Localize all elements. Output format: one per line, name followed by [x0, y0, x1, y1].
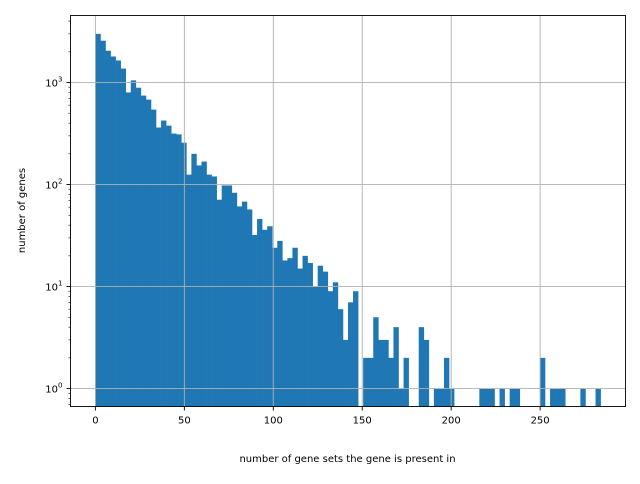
- histogram-bar: [348, 302, 354, 407]
- histogram-bar: [449, 388, 455, 407]
- y-axis-ticks: 100 101 102 103: [45, 20, 71, 405]
- y-tick-label: 101: [45, 280, 62, 294]
- y-tick-label: 103: [45, 76, 62, 90]
- x-tick-label: 200: [442, 416, 461, 427]
- histogram-bar: [150, 109, 157, 407]
- histogram-bar: [383, 339, 389, 407]
- histogram-bar: [342, 339, 349, 407]
- x-tick-label: 150: [353, 416, 372, 427]
- histogram-bar: [363, 357, 369, 407]
- histogram-bar: [186, 174, 192, 407]
- histogram-bar: [337, 309, 344, 407]
- y-axis-label: number of genes: [17, 168, 28, 253]
- histogram-bar: [115, 60, 121, 407]
- histogram-bar: [484, 388, 490, 407]
- histogram-bar: [322, 271, 329, 407]
- histogram-bar: [433, 388, 440, 407]
- histogram-bar: [246, 209, 253, 407]
- histogram-bar: [560, 388, 566, 407]
- histogram-bar: [595, 388, 601, 407]
- histogram-bar: [135, 87, 142, 407]
- histogram-bar: [403, 357, 409, 407]
- histogram-bar: [277, 240, 283, 407]
- histogram-bar: [166, 125, 172, 407]
- histogram-bar: [373, 317, 379, 407]
- histogram-bar: [171, 133, 177, 407]
- histogram-bar: [297, 268, 303, 407]
- histogram-bar: [257, 218, 263, 407]
- histogram-bar: [201, 161, 207, 407]
- histogram-bar: [110, 56, 116, 407]
- histogram-bar: [206, 174, 212, 407]
- x-tick-label: 250: [531, 416, 550, 427]
- histogram-bar: [191, 153, 197, 407]
- histogram-bar: [221, 185, 228, 407]
- x-axis-label: number of gene sets the gene is present …: [239, 454, 455, 465]
- histogram-bar: [231, 192, 238, 407]
- histogram-bar: [438, 388, 445, 407]
- histogram-bar: [211, 176, 217, 407]
- histogram-bar: [398, 388, 404, 407]
- histogram-bar: [378, 339, 384, 407]
- x-tick-label: 0: [92, 416, 98, 427]
- histogram-bar: [312, 286, 318, 407]
- histogram-bar: [317, 265, 324, 407]
- histogram-bar: [388, 357, 394, 407]
- histogram-bar: [105, 50, 111, 407]
- histogram-bar: [125, 92, 132, 407]
- histogram-bar: [479, 388, 485, 407]
- histogram-bar: [423, 339, 430, 407]
- histogram-bar: [302, 255, 308, 407]
- histogram-bar: [509, 388, 516, 407]
- histogram-bar: [287, 258, 293, 407]
- histogram-bar: [236, 206, 243, 407]
- y-tick-label: 100: [45, 382, 62, 396]
- histogram-bar: [130, 80, 137, 407]
- grid-group: [70, 15, 626, 407]
- histogram-bar: [555, 388, 561, 407]
- histogram-bar: [156, 127, 162, 407]
- histogram-bar: [272, 247, 278, 407]
- histogram-bar: [241, 201, 248, 407]
- histogram-bar: [307, 263, 313, 407]
- histogram-bar: [120, 68, 127, 407]
- y-tick-label: 102: [45, 178, 62, 192]
- histogram-bar: [226, 185, 233, 407]
- histogram-bar: [418, 327, 425, 407]
- histogram-bar: [176, 134, 182, 407]
- histogram-bar: [327, 291, 334, 407]
- histogram-bar: [282, 260, 288, 407]
- plot-frame: [70, 15, 626, 407]
- histogram-bar: [539, 357, 546, 407]
- histogram-bar: [443, 357, 450, 407]
- histogram-bar: [100, 40, 106, 407]
- x-tick-label: 100: [264, 416, 283, 427]
- histogram-bar: [267, 226, 273, 407]
- bars-group: [95, 33, 601, 407]
- histogram-bar: [161, 120, 167, 407]
- histogram-bar: [252, 235, 258, 407]
- histogram-bar: [514, 388, 521, 407]
- histogram-bar: [489, 388, 495, 407]
- histogram-bar: [499, 388, 505, 407]
- x-tick-label: 50: [178, 416, 191, 427]
- x-axis-ticks: 0 50 100 150 200 250: [92, 406, 550, 427]
- histogram-bar: [550, 388, 556, 407]
- histogram-bar: [393, 327, 399, 407]
- histogram-bar: [332, 282, 339, 407]
- histogram-bar: [140, 95, 147, 407]
- histogram-bar: [262, 229, 268, 407]
- histogram-bar: [196, 165, 202, 407]
- histogram-bar: [216, 199, 223, 407]
- histogram-bar: [145, 99, 152, 407]
- histogram-bar: [368, 357, 374, 407]
- histogram-bar: [292, 247, 298, 407]
- histogram-bar: [580, 388, 586, 407]
- histogram-bar: [95, 33, 101, 407]
- histogram-bar: [353, 291, 359, 407]
